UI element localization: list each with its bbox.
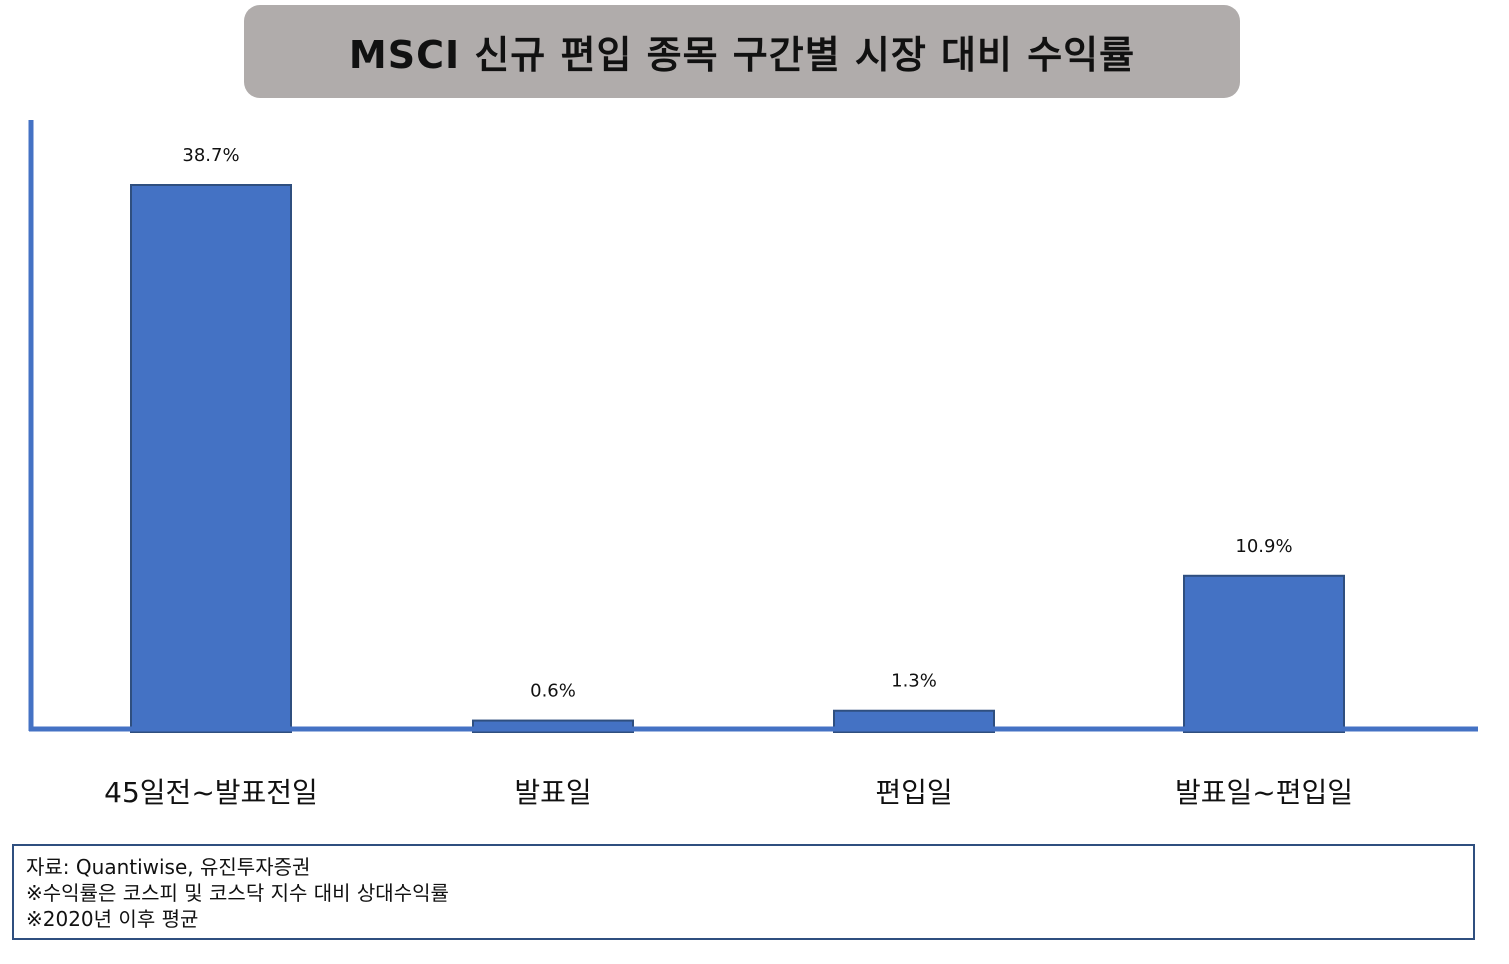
return-basis-note: ※수익률은 코스피 및 코스닥 지수 대비 상대수익률: [26, 881, 449, 905]
chart-title: MSCI 신규 편입 종목 구간별 시장 대비 수익률: [348, 33, 1136, 77]
source-note: 자료: Quantiwise, 유진투자증권: [26, 855, 311, 879]
bar-1: [130, 184, 292, 733]
category-label-4: 발표일~편입일: [1175, 776, 1353, 809]
period-note: ※2020년 이후 평균: [26, 907, 199, 931]
bar-2: [472, 719, 634, 734]
data-label-3: 1.3%: [891, 671, 937, 692]
bars-layer: [130, 184, 1345, 734]
category-labels-layer: 45일전~발표전일 발표일 편입일 발표일~편입일: [104, 776, 1353, 809]
category-label-2: 발표일: [514, 776, 591, 809]
bar-4: [1183, 574, 1345, 733]
data-label-2: 0.6%: [530, 681, 576, 702]
chart-title-box: MSCI 신규 편입 종목 구간별 시장 대비 수익률: [244, 5, 1240, 98]
data-labels-layer: 38.7% 0.6% 1.3% 10.9%: [182, 145, 1292, 702]
category-label-1: 45일전~발표전일: [104, 776, 318, 809]
bar-chart: 38.7% 0.6% 1.3% 10.9% 45일전~발표전일 발표일 편입일 발표일~편입…: [28, 120, 1478, 809]
category-label-3: 편입일: [875, 776, 952, 809]
source-notes-box: 자료: Quantiwise, 유진투자증권 ※수익률은 코스피 및 코스닥 지…: [12, 844, 1475, 940]
data-label-1: 38.7%: [182, 145, 239, 166]
data-label-4: 10.9%: [1235, 536, 1292, 557]
